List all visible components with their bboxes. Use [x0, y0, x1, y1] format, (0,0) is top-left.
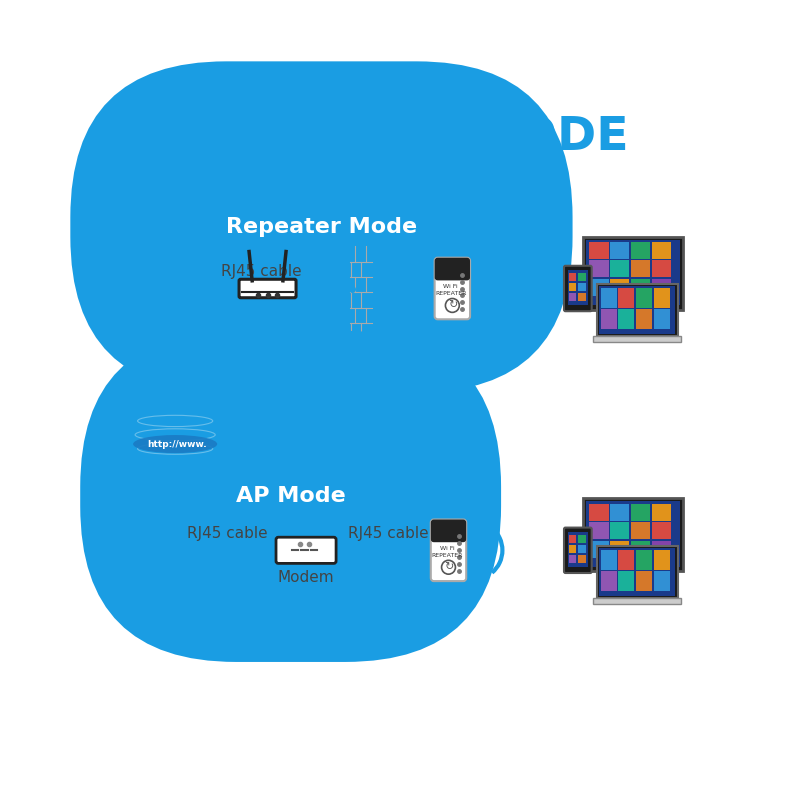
FancyBboxPatch shape — [569, 545, 576, 553]
FancyBboxPatch shape — [631, 522, 650, 539]
Polygon shape — [350, 246, 371, 331]
FancyBboxPatch shape — [430, 519, 466, 581]
Text: Modem: Modem — [278, 570, 334, 585]
FancyBboxPatch shape — [434, 258, 470, 319]
FancyBboxPatch shape — [590, 522, 609, 539]
FancyBboxPatch shape — [610, 260, 630, 278]
FancyBboxPatch shape — [593, 598, 682, 604]
FancyBboxPatch shape — [618, 288, 634, 308]
FancyBboxPatch shape — [276, 538, 336, 563]
FancyBboxPatch shape — [578, 273, 586, 281]
Text: Internet: Internet — [134, 483, 217, 502]
FancyBboxPatch shape — [610, 541, 630, 558]
FancyBboxPatch shape — [601, 550, 617, 570]
Circle shape — [152, 412, 186, 446]
FancyBboxPatch shape — [601, 571, 617, 591]
Text: RJ45 cable: RJ45 cable — [222, 264, 302, 279]
Text: Wi Fi
REPEATER: Wi Fi REPEATER — [431, 546, 462, 558]
FancyBboxPatch shape — [590, 279, 609, 296]
FancyBboxPatch shape — [654, 288, 670, 308]
FancyBboxPatch shape — [590, 541, 609, 558]
FancyBboxPatch shape — [578, 545, 586, 553]
FancyBboxPatch shape — [569, 273, 576, 281]
FancyBboxPatch shape — [578, 282, 586, 291]
FancyBboxPatch shape — [652, 522, 671, 539]
FancyBboxPatch shape — [654, 571, 670, 591]
FancyBboxPatch shape — [564, 266, 592, 311]
FancyBboxPatch shape — [652, 242, 671, 259]
Text: WORKING MODE: WORKING MODE — [192, 116, 628, 161]
Circle shape — [135, 394, 215, 475]
FancyBboxPatch shape — [636, 310, 652, 330]
FancyBboxPatch shape — [610, 279, 630, 296]
FancyBboxPatch shape — [568, 270, 588, 305]
FancyBboxPatch shape — [569, 293, 576, 302]
Text: ↻: ↻ — [448, 301, 457, 310]
FancyBboxPatch shape — [599, 548, 675, 596]
Text: Repeater Mode: Repeater Mode — [226, 217, 417, 237]
Text: http://www.: http://www. — [147, 439, 206, 449]
FancyBboxPatch shape — [652, 279, 671, 296]
FancyBboxPatch shape — [631, 242, 650, 259]
FancyBboxPatch shape — [631, 541, 650, 558]
Text: RJ45 cable: RJ45 cable — [186, 526, 267, 541]
FancyBboxPatch shape — [618, 310, 634, 330]
FancyBboxPatch shape — [654, 550, 670, 570]
Text: Wi Fi
REPEATER: Wi Fi REPEATER — [435, 284, 466, 296]
FancyBboxPatch shape — [568, 532, 588, 567]
FancyBboxPatch shape — [636, 571, 652, 591]
FancyBboxPatch shape — [631, 279, 650, 296]
FancyBboxPatch shape — [652, 260, 671, 278]
FancyBboxPatch shape — [431, 520, 466, 542]
FancyBboxPatch shape — [583, 237, 683, 310]
Text: AP Mode: AP Mode — [236, 486, 346, 506]
FancyBboxPatch shape — [610, 504, 630, 521]
FancyBboxPatch shape — [578, 534, 586, 543]
FancyBboxPatch shape — [569, 282, 576, 291]
FancyBboxPatch shape — [601, 310, 617, 330]
Text: RJ45 cable: RJ45 cable — [349, 526, 429, 541]
FancyBboxPatch shape — [652, 504, 671, 521]
FancyBboxPatch shape — [610, 522, 630, 539]
FancyBboxPatch shape — [597, 546, 678, 598]
FancyBboxPatch shape — [652, 541, 671, 558]
Circle shape — [442, 560, 455, 574]
FancyBboxPatch shape — [578, 554, 586, 563]
FancyBboxPatch shape — [631, 260, 650, 278]
FancyBboxPatch shape — [636, 550, 652, 570]
FancyBboxPatch shape — [610, 242, 630, 259]
FancyBboxPatch shape — [586, 240, 680, 305]
FancyBboxPatch shape — [631, 504, 650, 521]
FancyBboxPatch shape — [599, 286, 675, 334]
Ellipse shape — [133, 435, 217, 453]
FancyBboxPatch shape — [636, 288, 652, 308]
FancyBboxPatch shape — [586, 502, 680, 567]
FancyBboxPatch shape — [618, 550, 634, 570]
Circle shape — [446, 298, 459, 312]
FancyBboxPatch shape — [654, 310, 670, 330]
FancyBboxPatch shape — [435, 258, 470, 280]
FancyBboxPatch shape — [569, 534, 576, 543]
FancyBboxPatch shape — [593, 336, 682, 342]
FancyBboxPatch shape — [583, 498, 683, 571]
FancyBboxPatch shape — [601, 288, 617, 308]
FancyBboxPatch shape — [618, 571, 634, 591]
FancyBboxPatch shape — [597, 284, 678, 336]
FancyBboxPatch shape — [578, 293, 586, 302]
FancyBboxPatch shape — [590, 242, 609, 259]
FancyBboxPatch shape — [590, 504, 609, 521]
FancyBboxPatch shape — [590, 260, 609, 278]
FancyBboxPatch shape — [569, 554, 576, 563]
Text: ↻: ↻ — [444, 562, 453, 572]
FancyBboxPatch shape — [564, 527, 592, 573]
FancyBboxPatch shape — [239, 279, 296, 298]
Circle shape — [174, 431, 197, 454]
